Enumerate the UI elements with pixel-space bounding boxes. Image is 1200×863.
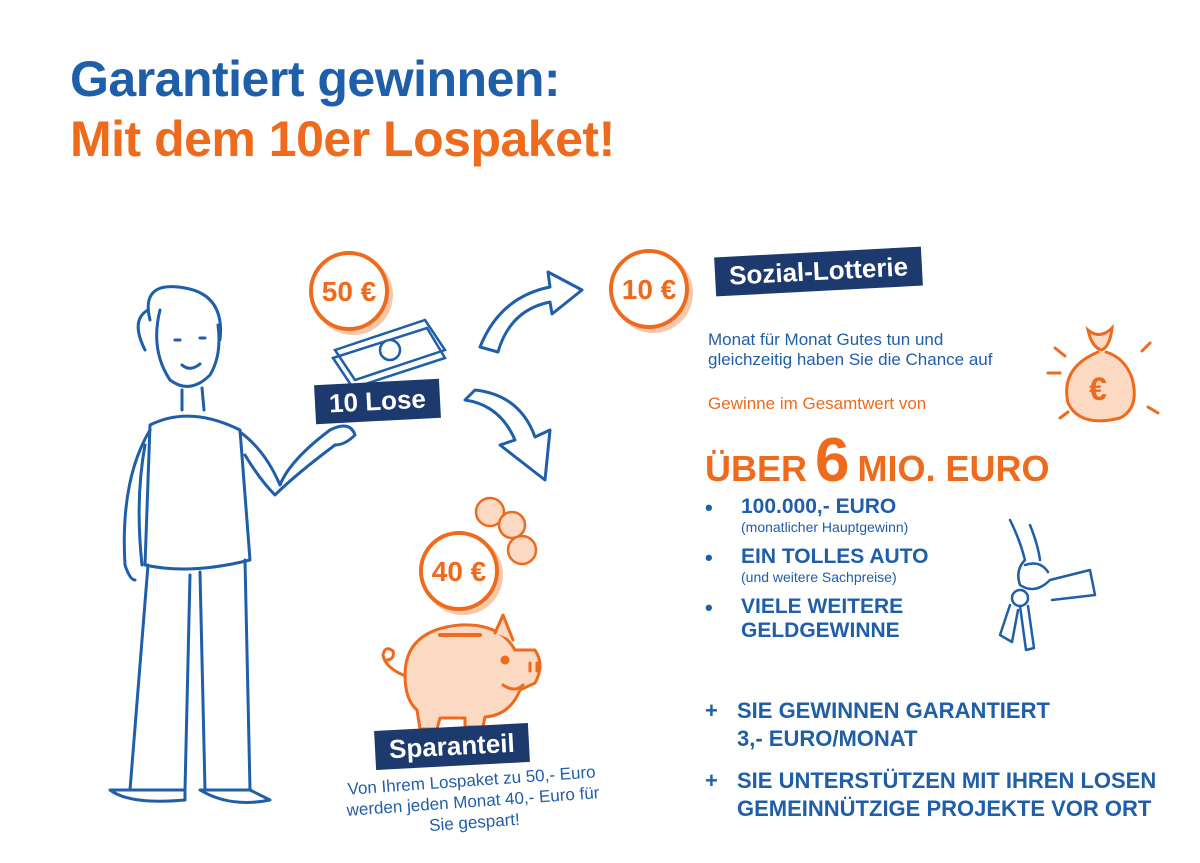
coin-50-icon: 50 € — [309, 251, 393, 335]
plus-item: + SIE GEWINNEN GARANTIERT 3,- EURO/MONAT — [705, 697, 1185, 753]
prize-item-subtitle: (und weitere Sachpreise) — [741, 569, 897, 585]
arrow-to-lottery-icon — [478, 270, 584, 354]
prize-list: • 100.000,- EURO (monatlicher Hauptgewin… — [705, 495, 1005, 653]
label-10-lose: 10 Lose — [314, 378, 441, 425]
plus-item-line-2: GEMEINNÜTZIGE PROJEKTE VOR ORT — [737, 796, 1152, 821]
bullet-dot: • — [705, 545, 713, 570]
lottery-description-line-1: Monat für Monat Gutes tun und — [708, 330, 944, 349]
lottery-description-line-2: gleichzeitig haben Sie die Chance auf — [708, 350, 993, 369]
title-line-1: Garantiert gewinnen: — [70, 51, 561, 107]
svg-text:50 €: 50 € — [322, 276, 377, 307]
svg-text:€: € — [1089, 371, 1107, 407]
bullet-dot: • — [705, 495, 713, 520]
banknotes-icon — [331, 318, 447, 390]
plus-icon: + — [705, 698, 718, 723]
small-coins-icon — [474, 496, 538, 566]
money-bag-euro-icon: € — [1046, 323, 1160, 423]
lottery-description: Monat für Monat Gutes tun und gleichzeit… — [708, 330, 992, 370]
total-prize-headline: ÜBER 6 MIO. EURO — [705, 425, 1050, 496]
bullet-dot: • — [705, 595, 713, 620]
svg-text:40 €: 40 € — [432, 556, 487, 587]
piggy-bank-icon — [381, 613, 542, 731]
prize-item-subtitle: (monatlicher Hauptgewinn) — [741, 519, 909, 535]
total-prize-prefix: ÜBER — [705, 448, 808, 489]
plus-item-line-1: SIE GEWINNEN GARANTIERT — [737, 698, 1050, 723]
total-prize-suffix: MIO. EURO — [857, 448, 1050, 489]
coin-10-icon: 10 € — [609, 249, 693, 333]
coin-40-icon: 40 € — [419, 531, 503, 615]
prize-item: • 100.000,- EURO (monatlicher Hauptgewin… — [705, 495, 1005, 535]
plus-item: + SIE UNTERSTÜTZEN MIT IHREN LOSEN GEMEI… — [705, 767, 1185, 823]
plus-item-line-2: 3,- EURO/MONAT — [737, 726, 918, 751]
prize-item: • VIELE WEITERE GELDGEWINNE — [705, 595, 961, 643]
car-key-icon — [998, 518, 1097, 652]
plus-item-line-1: SIE UNTERSTÜTZEN MIT IHREN LOSEN — [737, 768, 1157, 793]
prize-item-title: 100.000,- EURO — [741, 495, 897, 518]
title-line-2: Mit dem 10er Lospaket! — [70, 111, 615, 167]
woman-illustration — [108, 285, 357, 804]
prize-item: • EIN TOLLES AUTO (und weitere Sachpreis… — [705, 545, 1005, 585]
label-sozial-lotterie: Sozial-Lotterie — [714, 246, 924, 297]
svg-text:10 €: 10 € — [622, 274, 677, 305]
total-prize-number: 6 — [815, 426, 850, 495]
label-sparanteil: Sparanteil — [374, 723, 530, 770]
prize-item-title: VIELE WEITERE GELDGEWINNE — [741, 595, 904, 642]
plus-icon: + — [705, 768, 718, 793]
arrow-to-savings-icon — [463, 388, 552, 482]
prize-item-title: EIN TOLLES AUTO — [741, 545, 929, 568]
gesamtwert-text: Gewinne im Gesamtwert von — [708, 394, 927, 413]
